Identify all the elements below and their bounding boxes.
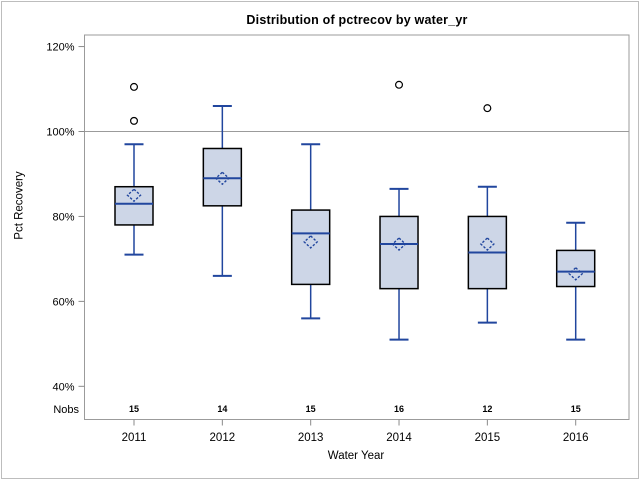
iqr-box: [114, 185, 154, 226]
box-group-2014: [379, 80, 419, 341]
nobs-value: 12: [482, 404, 492, 414]
mean-diamond-marker: [479, 237, 495, 251]
box-group-2016: [555, 221, 596, 341]
nobs-value: 15: [306, 404, 316, 414]
x-tick-label: 2014: [386, 432, 412, 444]
y-tick-label: 100%: [46, 127, 74, 139]
y-tick-label: 60%: [52, 296, 74, 308]
x-tick-label: 2016: [563, 432, 589, 444]
y-tick-label: 120%: [46, 42, 74, 54]
mean-diamond-marker: [391, 237, 407, 251]
y-tick-label: 80%: [52, 211, 74, 223]
mean-diamond-marker: [568, 266, 584, 281]
outlier-point: [483, 104, 492, 113]
nobs-value: 14: [217, 404, 227, 414]
box-group-2011: [114, 82, 154, 256]
x-tick-label: 2013: [298, 432, 324, 444]
box-group-2012: [202, 105, 243, 277]
mean-diamond-marker: [214, 171, 230, 186]
outlier-point: [130, 82, 139, 91]
iqr-box: [379, 215, 419, 290]
iqr-box: [202, 147, 243, 207]
outlier-point: [395, 80, 404, 89]
nobs-value: 15: [129, 404, 139, 414]
nobs-value: 16: [394, 404, 404, 414]
box-group-2015: [467, 104, 508, 324]
nobs-row-label: Nobs: [53, 404, 79, 416]
outlier-point: [130, 116, 139, 125]
x-tick-label: 2015: [475, 432, 501, 444]
chart-title: Distribution of pctrecov by water_yr: [246, 13, 468, 27]
x-axis-title: Water Year: [327, 450, 385, 462]
x-tick-label: 2012: [210, 432, 236, 444]
x-tick-label: 2011: [122, 432, 147, 444]
y-tick-label: 40%: [52, 381, 74, 393]
mean-diamond-marker: [126, 188, 142, 203]
nobs-value: 15: [571, 404, 581, 414]
plot-wall: [84, 34, 630, 420]
box-group-2013: [290, 143, 331, 320]
mean-diamond-marker: [303, 234, 319, 249]
